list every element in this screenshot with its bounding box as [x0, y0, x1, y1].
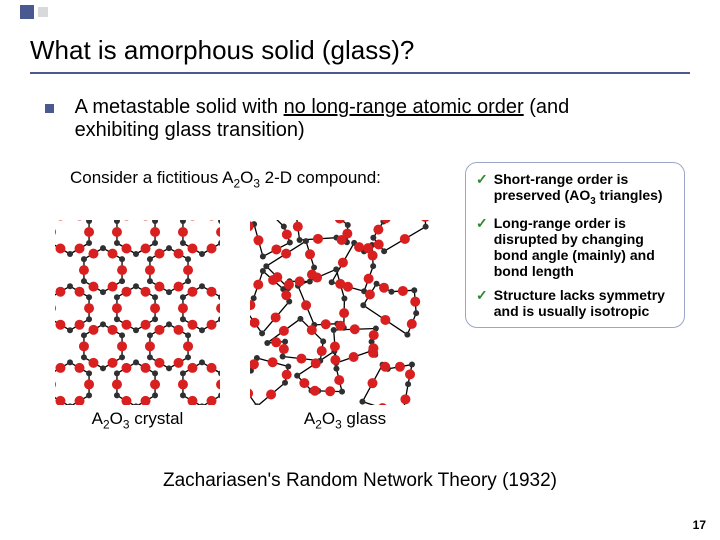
sub-line: Consider a fictitious A2O3 2-D compound:: [70, 168, 381, 190]
bullet-square-icon: [45, 104, 54, 113]
crystal-label-post: crystal: [129, 409, 183, 428]
glass-label-mid: O: [322, 409, 335, 428]
check-item-3: ✓ Structure lacks symmetry and is usuall…: [476, 287, 674, 319]
glass-svg: [250, 220, 440, 405]
page-number: 17: [693, 518, 706, 532]
crystal-svg: [55, 220, 220, 405]
check-item-1: ✓ Short-range order is preserved (AO3 tr…: [476, 171, 674, 207]
glass-label-post: glass: [342, 409, 386, 428]
slide-title: What is amorphous solid (glass)?: [30, 35, 414, 66]
check-icon: ✓: [476, 287, 488, 304]
crystal-label-pre: A: [92, 409, 103, 428]
check-icon: ✓: [476, 171, 488, 188]
check-text-3: Structure lacks symmetry and is usually …: [494, 287, 674, 319]
sub-line-post: 2-D compound:: [260, 168, 381, 187]
main-bullet: A metastable solid with no long-range at…: [45, 96, 645, 142]
accent-square: [20, 5, 34, 19]
checklist-box: ✓ Short-range order is preserved (AO3 tr…: [465, 162, 685, 328]
slide-accent-bar: [0, 0, 720, 24]
main-bullet-pre: A metastable solid with: [75, 96, 284, 118]
glass-label: A2O3 glass: [250, 409, 440, 431]
check-icon: ✓: [476, 215, 488, 232]
diagrams-row: A2O3 crystal A2O3 glass: [55, 220, 440, 431]
accent-square-small: [38, 7, 48, 17]
check-item-2: ✓ Long-range order is disrupted by chang…: [476, 215, 674, 279]
main-bullet-underline: no long-range atomic order: [284, 96, 524, 118]
crystal-diagram: A2O3 crystal: [55, 220, 220, 431]
check-text-1: Short-range order is preserved (AO3 tria…: [494, 171, 674, 207]
crystal-label-mid: O: [110, 409, 123, 428]
check1-post: triangles): [596, 187, 663, 203]
sub-line-pre: Consider a fictitious A: [70, 168, 233, 187]
crystal-label: A2O3 crystal: [55, 409, 220, 431]
glass-diagram: A2O3 glass: [250, 220, 440, 431]
check-text-2: Long-range order is disrupted by changin…: [494, 215, 674, 279]
glass-label-pre: A: [304, 409, 315, 428]
footer-citation: Zachariasen's Random Network Theory (193…: [0, 470, 720, 492]
title-underline: [30, 72, 690, 74]
sub-line-mid: O: [240, 168, 253, 187]
